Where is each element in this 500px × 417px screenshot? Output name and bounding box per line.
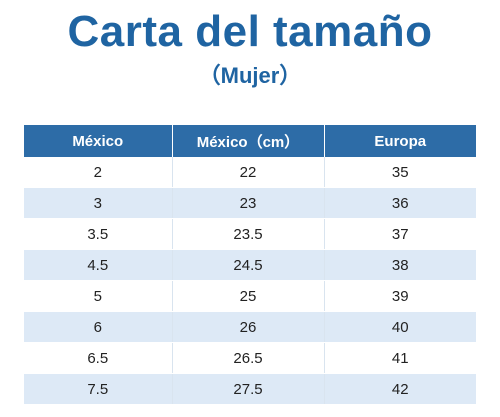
cell-mexico: 2 [24, 157, 173, 188]
column-header-europa: Europa [324, 125, 476, 157]
table-row: 2 22 35 [24, 157, 476, 188]
cell-mexico-cm: 26.5 [172, 342, 325, 374]
cell-mexico: 3 [24, 187, 173, 219]
cell-europa: 42 [324, 373, 476, 405]
cell-mexico-cm: 27.5 [172, 373, 325, 405]
table-header-row: México México（cm） Europa [24, 125, 476, 157]
cell-mexico: 3.5 [24, 218, 173, 250]
cell-mexico: 6.5 [24, 342, 173, 374]
cell-mexico: 5 [24, 280, 173, 312]
cell-mexico: 4.5 [24, 249, 173, 281]
table-row: 3 23 36 [24, 187, 476, 219]
cell-europa: 40 [324, 311, 476, 343]
cell-europa: 38 [324, 249, 476, 281]
table-row: 6 26 40 [24, 311, 476, 343]
page-title: Carta del tamaño [67, 7, 433, 56]
table-row: 4.5 24.5 38 [24, 249, 476, 281]
cell-europa: 37 [324, 218, 476, 250]
table-row: 5 25 39 [24, 280, 476, 312]
cell-europa: 36 [324, 187, 476, 219]
column-header-mexico-cm: México（cm） [172, 125, 325, 157]
cell-mexico-cm: 26 [172, 311, 325, 343]
column-header-mexico: México [24, 125, 173, 157]
cell-mexico-cm: 24.5 [172, 249, 325, 281]
cell-mexico-cm: 22 [172, 157, 325, 188]
cell-europa: 41 [324, 342, 476, 374]
table-row: 6.5 26.5 41 [24, 342, 476, 374]
cell-mexico: 6 [24, 311, 173, 343]
cell-europa: 35 [324, 157, 476, 188]
size-chart-table: México México（cm） Europa 2 22 35 3 23 36… [24, 125, 476, 405]
cell-mexico-cm: 23.5 [172, 218, 325, 250]
cell-mexico-cm: 25 [172, 280, 325, 312]
table-row: 3.5 23.5 37 [24, 218, 476, 250]
page-subtitle: （Mujer） [198, 63, 302, 88]
cell-mexico-cm: 23 [172, 187, 325, 219]
cell-europa: 39 [324, 280, 476, 312]
table-row: 7.5 27.5 42 [24, 373, 476, 405]
cell-mexico: 7.5 [24, 373, 173, 405]
